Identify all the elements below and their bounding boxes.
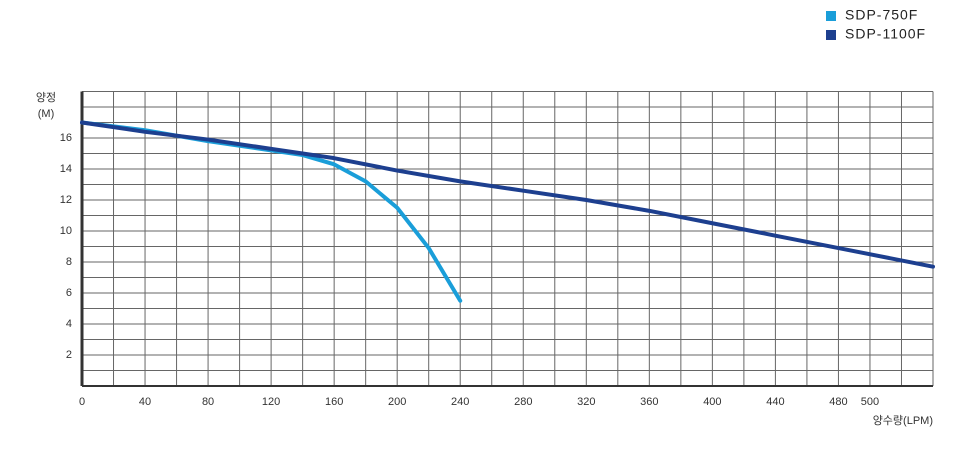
y-tick-label: 16 — [60, 132, 72, 144]
x-tick-label: 240 — [451, 396, 469, 408]
y-tick-label: 10 — [60, 225, 72, 237]
x-tick-label: 440 — [766, 396, 784, 408]
x-tick-label: 400 — [703, 396, 721, 408]
legend-label: SDP-1100F — [845, 26, 926, 42]
legend-swatch — [826, 11, 836, 21]
x-tick-label: 280 — [514, 396, 532, 408]
legend-label: SDP-750F — [845, 7, 918, 23]
x-axis-label: 양수량(LPM) — [873, 414, 933, 427]
x-tick-label: 320 — [577, 396, 595, 408]
y-axis-label: 양정 — [36, 91, 56, 104]
line-series — [80, 120, 935, 269]
legend-swatch — [826, 30, 836, 40]
y-tick-label: 14 — [60, 163, 72, 175]
x-tick-label: 80 — [202, 396, 214, 408]
x-tick-label: 160 — [325, 396, 343, 408]
y-tick-label: 4 — [66, 318, 72, 330]
y-tick-label: 2 — [66, 349, 72, 361]
y-tick-label: 12 — [60, 194, 72, 206]
x-tick-label: 500 — [861, 396, 879, 408]
y-tick-label: 8 — [66, 256, 72, 268]
x-tick-label: 200 — [388, 396, 406, 408]
x-tick-label: 360 — [640, 396, 658, 408]
y-tick-label: 6 — [66, 287, 72, 299]
y-axis-label: (M) — [38, 108, 55, 120]
x-tick-label: 0 — [79, 396, 85, 408]
x-tick-label: 40 — [139, 396, 151, 408]
x-tick-label: 120 — [262, 396, 280, 408]
x-tick-label: 480 — [829, 396, 847, 408]
